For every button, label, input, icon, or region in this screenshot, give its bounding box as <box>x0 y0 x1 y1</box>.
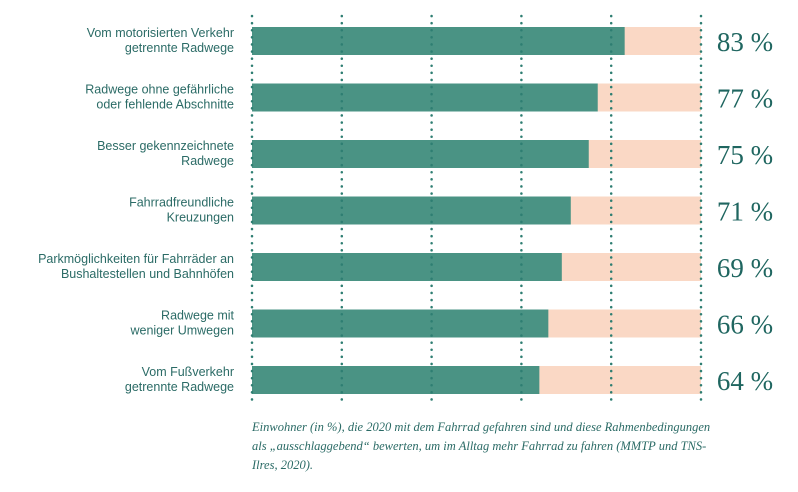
category-label: Vom motorisierten Verkehr getrennte Radwe… <box>87 26 234 55</box>
bar-value <box>252 27 625 55</box>
value-labels-group: 83 % 77 % 75 % 71 % 69 % 66 % 64 % <box>717 27 773 396</box>
value-label: 66 % <box>717 310 773 340</box>
value-label: 71 % <box>717 197 773 227</box>
bar-chart: Vom motorisierten Verkehr getrennte Radwe… <box>38 14 773 407</box>
value-label: 77 % <box>717 84 773 114</box>
value-label: 75 % <box>717 140 773 170</box>
value-label: 83 % <box>717 27 773 57</box>
bar-value <box>252 140 589 168</box>
category-label: Radwege mit weniger Umwegen <box>129 309 234 338</box>
bars-group <box>252 27 701 394</box>
value-label: 69 % <box>717 253 773 283</box>
category-label: Radwege ohne gefährliche oder fehlende Ab… <box>85 83 234 112</box>
category-label: Besser gekennzeichnete Radwege <box>97 139 234 168</box>
category-label: Parkmöglichkeiten für Fahrräder an Bushal… <box>38 252 234 281</box>
gridlines-group <box>250 14 703 407</box>
bar-value <box>252 366 540 394</box>
category-label: Fahrradfreundliche Kreuzungen <box>129 196 234 225</box>
bar-value <box>252 309 549 338</box>
chart-caption: Einwohner (in %), die 2020 mit dem Fahrr… <box>252 420 711 472</box>
bar-value <box>252 196 571 225</box>
category-label: Vom Fußverkehr getrennte Radwege <box>125 365 234 394</box>
bar-value <box>252 83 598 112</box>
value-label: 64 % <box>717 366 773 396</box>
bar-value <box>252 253 562 281</box>
category-labels-group: Vom motorisierten Verkehr getrennte Radwe… <box>38 26 234 394</box>
